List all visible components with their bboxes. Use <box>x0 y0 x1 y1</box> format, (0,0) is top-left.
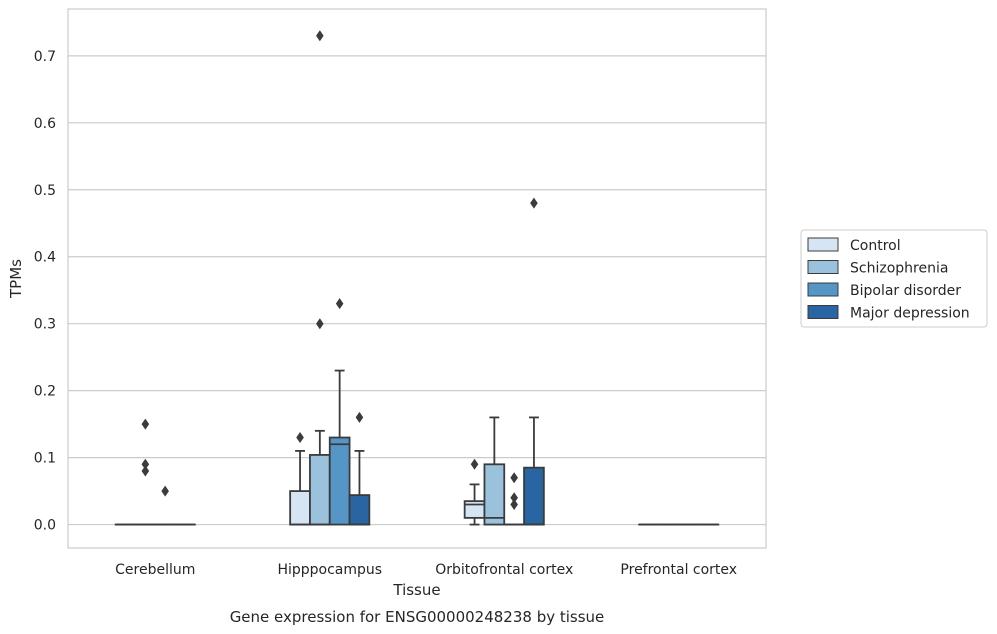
box-bipolar-disorder <box>503 472 525 526</box>
outlier-point <box>335 298 344 310</box>
grid-lines <box>68 55 766 526</box>
plot-area <box>67 8 767 549</box>
outlier-point <box>470 458 479 470</box>
legend-swatch <box>807 282 839 297</box>
box-body <box>348 494 371 526</box>
y-axis: 0.0 0.1 0.2 0.3 0.4 0.5 0.6 0.7 <box>34 49 56 534</box>
box-body <box>483 463 506 526</box>
box-major-depression <box>523 197 545 526</box>
legend-label: Control <box>850 238 901 254</box>
box-body <box>289 490 311 526</box>
box-schizophrenia <box>134 418 157 526</box>
outlier-point <box>161 485 169 497</box>
x-tick-label: Cerebellum <box>115 562 195 578</box>
legend-item: Bipolar disorder <box>807 282 961 299</box>
outlier-point <box>316 30 324 42</box>
chart-caption: Gene expression for ENSG00000248238 by t… <box>230 608 605 626</box>
x-tick-label: Orbitofrontal cortex <box>435 562 573 578</box>
box-body <box>523 466 545 526</box>
y-tick-label: 0.0 <box>34 518 56 534</box>
legend-label: Major depression <box>850 306 970 322</box>
legend-swatch <box>807 237 839 252</box>
box-groups <box>114 30 720 526</box>
y-tick-label: 0.2 <box>34 384 56 400</box>
outlier-point <box>510 498 518 510</box>
legend-item: Control <box>807 237 901 254</box>
box-bipolar-disorder <box>154 485 176 526</box>
box-control <box>463 458 486 526</box>
box-bipolar-disorder <box>328 298 351 526</box>
legend-item: Schizophrenia <box>807 260 948 277</box>
legend-label: Bipolar disorder <box>850 283 961 299</box>
outlier-point <box>141 465 150 477</box>
outlier-point <box>316 318 324 330</box>
outlier-point <box>510 492 518 504</box>
x-axis-label: Tissue <box>392 581 440 599</box>
legend-label: Schizophrenia <box>850 261 948 277</box>
x-axis: Cerebellum Hipppocampus Orbitofrontal cort… <box>115 562 737 578</box>
outlier-point <box>141 458 150 470</box>
outlier-point <box>510 472 518 484</box>
outlier-point <box>296 432 304 444</box>
outlier-point <box>530 197 538 209</box>
outlier-point <box>141 418 150 430</box>
y-axis-label: TPMs <box>7 259 25 299</box>
legend-item: Major depression <box>807 305 970 322</box>
box-schizophrenia <box>483 416 506 526</box>
box-body <box>309 454 331 526</box>
y-tick-label: 0.6 <box>34 116 56 132</box>
box-schizophrenia <box>309 30 331 526</box>
box-major-depression <box>348 411 371 526</box>
legend-swatch <box>807 260 839 274</box>
y-tick-label: 0.3 <box>34 317 56 333</box>
y-tick-label: 0.1 <box>34 451 56 467</box>
legend-swatch <box>807 305 839 319</box>
x-tick-label: Hipppocampus <box>277 562 382 578</box>
legend: Control Schizophrenia Bipolar disorder Majo… <box>800 229 988 328</box>
y-tick-label: 0.4 <box>34 250 56 266</box>
x-tick-label: Prefrontal cortex <box>620 562 737 578</box>
outlier-point <box>355 411 364 423</box>
y-tick-label: 0.7 <box>34 49 56 65</box>
legend-frame <box>800 229 988 328</box>
box-body <box>328 436 351 526</box>
y-tick-label: 0.5 <box>34 183 56 199</box>
box-control <box>289 432 311 526</box>
